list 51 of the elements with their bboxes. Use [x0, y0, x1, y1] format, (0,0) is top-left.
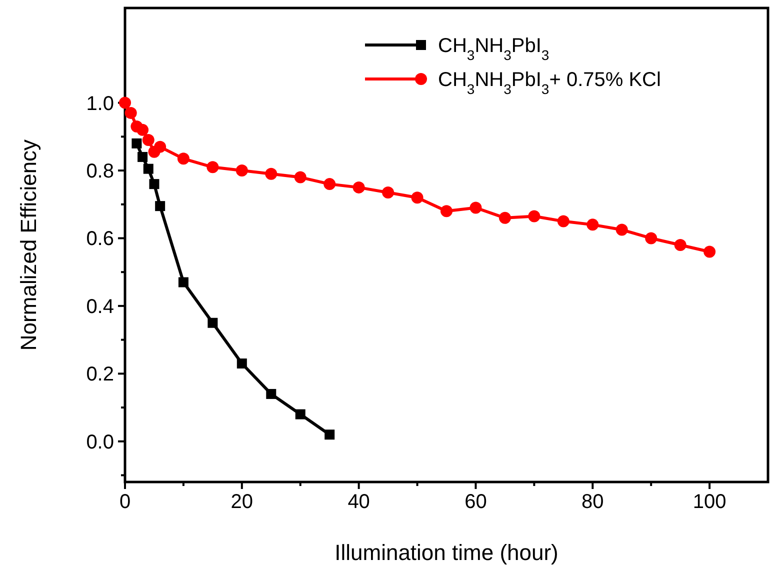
point — [498, 212, 511, 224]
point — [119, 96, 131, 109]
point — [324, 430, 335, 440]
y-tick-label: 0.2 — [86, 364, 114, 386]
point — [352, 181, 365, 194]
point — [411, 192, 424, 204]
point — [142, 134, 154, 146]
point — [616, 224, 628, 236]
point — [674, 239, 686, 251]
point — [266, 388, 276, 399]
point — [177, 152, 190, 165]
point — [178, 277, 188, 288]
point — [295, 409, 306, 420]
point — [294, 171, 306, 184]
point — [382, 186, 394, 199]
point — [136, 124, 149, 136]
point — [704, 246, 716, 258]
point — [124, 106, 137, 119]
point — [149, 179, 160, 190]
x-tick-label: 0 — [119, 491, 131, 513]
point — [645, 232, 658, 244]
point — [236, 164, 248, 177]
x-tick-label: 20 — [230, 491, 254, 513]
point — [440, 205, 452, 218]
point — [470, 202, 482, 214]
point — [208, 318, 218, 328]
point — [132, 138, 142, 148]
point — [236, 358, 247, 368]
x-axis-title: Illumination time (hour) — [334, 540, 558, 565]
x-tick-label: 40 — [348, 491, 370, 513]
point — [324, 178, 336, 190]
point — [265, 168, 278, 180]
point — [586, 218, 599, 231]
y-tick-label: 0.0 — [86, 431, 114, 454]
legend-label: CH$_{3}$NH$_{3}$PbI$_{3}$+ 0.75% KCl — [438, 69, 661, 97]
point — [154, 140, 166, 153]
point — [143, 164, 154, 174]
point — [206, 161, 219, 174]
y-tick-label: 0.6 — [86, 228, 114, 250]
y-axis-title: Normalized Efficiency — [16, 139, 41, 351]
y-tick-label: 0.4 — [86, 296, 114, 318]
y-tick-label: 0.8 — [86, 160, 114, 183]
point — [138, 152, 148, 162]
point — [557, 215, 570, 228]
x-tick-label: 60 — [464, 491, 487, 513]
point — [155, 201, 166, 212]
legend-label: CH$_{3}$NH$_{3}$PbI$_{3}$ — [438, 35, 550, 63]
point — [528, 210, 540, 222]
x-tick-label: 80 — [582, 491, 604, 513]
x-tick-label: 100 — [692, 491, 726, 513]
y-tick-label: 1.0 — [86, 92, 114, 115]
